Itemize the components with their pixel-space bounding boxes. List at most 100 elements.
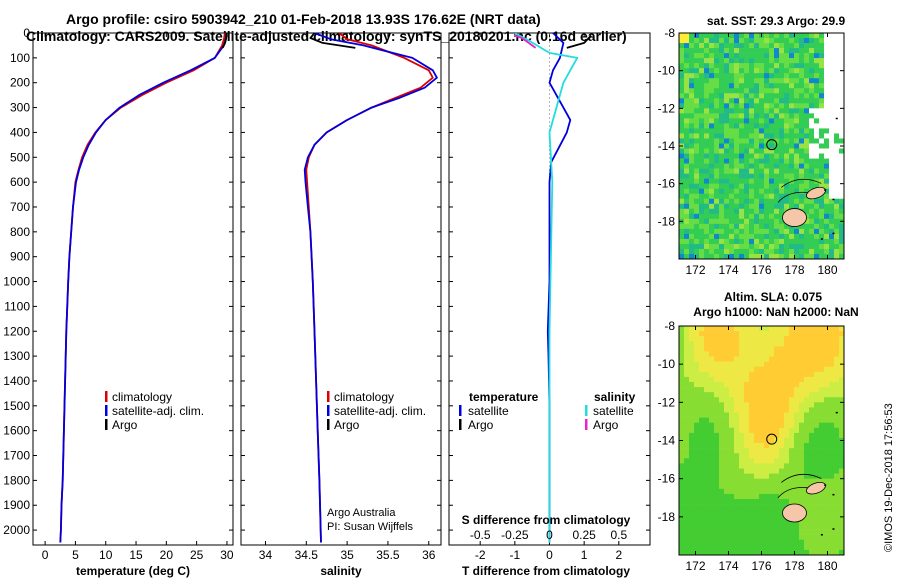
map-cell	[759, 376, 765, 383]
s-diff-tick-label: 0.5	[610, 528, 627, 542]
x-tick-label: 36	[422, 548, 436, 562]
map-cell	[734, 366, 740, 373]
map-cell	[744, 128, 750, 134]
map-cell	[699, 488, 705, 495]
map-cell	[744, 366, 750, 373]
map-cell	[789, 233, 795, 240]
islet	[832, 493, 835, 496]
map-cell	[799, 366, 805, 373]
map-cell	[694, 427, 700, 434]
map-cell	[744, 193, 750, 200]
map-cell	[824, 407, 830, 413]
map-cell	[734, 504, 740, 510]
map-cell	[809, 458, 815, 464]
map-cell	[799, 158, 805, 164]
map-cell	[719, 473, 725, 479]
map-cell	[759, 488, 765, 495]
map-cell	[764, 443, 770, 449]
map-cell	[769, 346, 775, 352]
map-cell	[784, 238, 790, 245]
map-cell	[839, 387, 845, 393]
map-cell	[719, 68, 725, 74]
map-cell	[809, 392, 815, 398]
map-cell	[719, 78, 725, 84]
map-cell	[794, 351, 800, 357]
map-cell	[724, 529, 730, 535]
map-cell	[744, 203, 750, 210]
map-cell	[694, 549, 700, 556]
map-cell	[729, 427, 735, 434]
map-cell	[754, 38, 760, 44]
map-cell	[764, 483, 770, 490]
map-cell	[704, 544, 710, 551]
map-cell	[689, 33, 695, 39]
map-cell	[804, 253, 810, 260]
map-cell	[839, 243, 845, 250]
map-cell	[789, 138, 795, 144]
map-cell	[829, 514, 835, 520]
map-cell	[774, 336, 780, 342]
map-cell	[689, 524, 695, 530]
map-cell	[804, 524, 810, 530]
map-cell	[789, 417, 795, 423]
map-cell	[724, 468, 730, 474]
map-cell	[764, 458, 770, 464]
map-cell	[714, 153, 720, 159]
map-cell	[749, 427, 755, 434]
map-cell	[704, 83, 710, 89]
map-cell	[684, 392, 690, 398]
map-cell	[759, 78, 765, 84]
map-cell	[779, 544, 785, 551]
map-cell	[824, 422, 830, 429]
map-cell	[739, 356, 745, 362]
map-cell	[689, 48, 695, 54]
map-cell	[789, 38, 795, 44]
map-cell	[839, 133, 845, 139]
map-cell	[789, 163, 795, 169]
map-cell	[709, 243, 715, 250]
map-cell	[744, 376, 750, 383]
map-cell	[789, 73, 795, 79]
map-cell	[769, 118, 775, 124]
map-cell	[684, 238, 690, 245]
map-cell	[734, 58, 740, 64]
map-cell	[694, 509, 700, 515]
map-cell	[804, 427, 810, 434]
map-cell	[824, 83, 830, 89]
map-cell	[689, 473, 695, 479]
map-cell	[809, 148, 815, 154]
y-tick-label: 700	[10, 200, 30, 214]
map-cell	[799, 83, 805, 89]
map-cell	[769, 123, 775, 129]
map-cell	[789, 63, 795, 69]
map-cell	[799, 148, 805, 154]
map-cell	[709, 407, 715, 413]
map-cell	[684, 248, 690, 255]
map-cell	[729, 529, 735, 535]
map-cell	[759, 509, 765, 515]
map-cell	[759, 336, 765, 342]
map-cell	[749, 163, 755, 169]
map-cell	[734, 392, 740, 398]
map-cell	[814, 43, 820, 49]
map-cell	[729, 68, 735, 74]
map-cell	[714, 473, 720, 479]
map-cell	[779, 43, 785, 49]
map-cell	[684, 376, 690, 383]
map-cell	[814, 138, 820, 144]
map-cell	[774, 108, 780, 114]
map-cell	[764, 341, 770, 347]
map-cell	[749, 402, 755, 408]
map-cell	[734, 138, 740, 144]
map-cell	[799, 437, 805, 444]
map-cell	[804, 243, 810, 250]
map-cell	[839, 468, 845, 474]
map-cell	[759, 458, 765, 464]
map-cell	[809, 524, 815, 530]
map-cell	[734, 213, 740, 220]
map-cell	[744, 33, 750, 39]
map-cell	[709, 38, 715, 44]
map-cell	[819, 248, 825, 255]
map-cell	[829, 356, 835, 362]
map-cell	[769, 208, 775, 215]
